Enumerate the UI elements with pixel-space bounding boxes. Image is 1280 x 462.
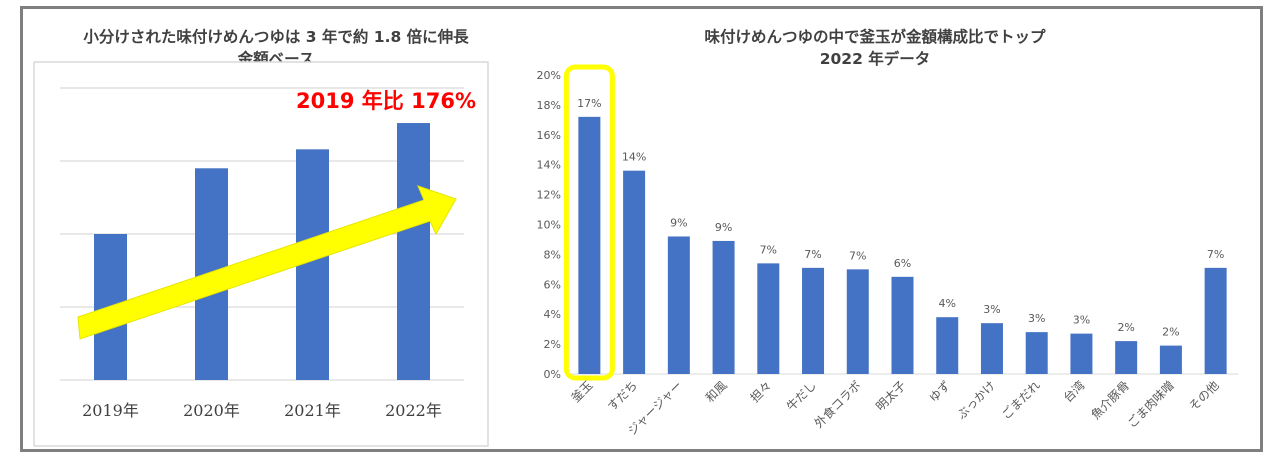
right-y-tick-label: 18% — [537, 99, 561, 112]
right-x-label: 明太子 — [873, 378, 909, 414]
right-x-label: 魚介豚骨 — [1088, 378, 1132, 422]
growth-annotation: 2019 年比 176% — [296, 89, 476, 113]
right-bar — [980, 323, 1003, 374]
right-bar — [1204, 267, 1227, 374]
right-x-label: 釜玉 — [568, 378, 596, 406]
right-bar — [1115, 341, 1138, 374]
left-x-label: 2020年 — [183, 401, 240, 420]
right-y-tick-label: 6% — [544, 278, 561, 291]
right-x-label: ごまだれ — [998, 378, 1043, 423]
right-chart-title: 味付けめんつゆの中で釜玉が金額構成比でトップ 2022 年データ — [600, 26, 1150, 70]
left-title-line: 小分けされた味付けめんつゆは 3 年で約 1.8 倍に伸長 — [83, 28, 469, 46]
right-data-label: 7% — [1207, 248, 1224, 261]
trend-arrow-shape — [77, 185, 457, 340]
right-subtitle-line: 2022 年データ — [819, 50, 931, 68]
right-bars — [578, 116, 1227, 375]
right-data-label: 14% — [622, 151, 646, 164]
right-data-label: 9% — [670, 216, 687, 229]
right-data-label: 7% — [849, 249, 866, 262]
right-y-tick-label: 12% — [537, 189, 561, 202]
right-data-label: 2% — [1162, 326, 1179, 339]
right-y-tick-label: 16% — [537, 129, 561, 142]
right-data-label: 6% — [894, 257, 911, 270]
right-x-label: 和風 — [703, 378, 730, 405]
right-y-tick-labels: 0% 2% 4% 6% 8% 10% 12% 14% 16% 18% 20% — [537, 69, 561, 381]
right-x-label: 牛だし — [783, 378, 819, 414]
right-y-tick-label: 10% — [537, 219, 561, 232]
right-data-label: 3% — [1028, 312, 1045, 325]
right-y-tick-label: 0% — [544, 368, 561, 381]
right-x-label: ゆず — [926, 378, 953, 405]
left-x-labels: 2019年 2020年 2021年 2022年 — [82, 401, 442, 420]
right-x-label: ごま肉味噌 — [1124, 378, 1177, 431]
right-x-label: すだち — [605, 378, 640, 413]
right-x-label: その他 — [1186, 378, 1221, 413]
right-data-label: 17% — [577, 97, 601, 110]
right-data-label: 9% — [715, 221, 732, 234]
right-y-tick-label: 20% — [537, 69, 561, 82]
right-title-line: 味付けめんつゆの中で釜玉が金額構成比でトップ — [704, 28, 1046, 46]
right-bar — [623, 170, 646, 374]
right-x-label: ぶっかけ — [954, 378, 998, 422]
left-x-label: 2022年 — [385, 401, 442, 420]
growth-chart: 2019 年比 176% 2019年 2020年 2021年 2022年 — [33, 61, 489, 447]
right-bar — [936, 317, 959, 374]
right-bar — [846, 269, 869, 374]
right-y-tick-label: 14% — [537, 159, 561, 172]
right-y-tick-label: 2% — [544, 338, 561, 351]
left-x-label: 2019年 — [82, 401, 139, 420]
share-chart: 0% 2% 4% 6% 8% 10% 12% 14% 16% 18% 20% 17% 14% 9% 9% 7… — [537, 64, 1238, 439]
right-x-label: 外食コラボ — [811, 378, 864, 431]
left-bar — [397, 123, 430, 380]
right-bar — [712, 240, 735, 374]
right-bar — [1070, 333, 1093, 374]
right-x-label: 台湾 — [1060, 378, 1088, 406]
right-data-label: 7% — [760, 243, 777, 256]
right-bar — [757, 263, 780, 374]
right-data-label: 4% — [939, 297, 956, 310]
right-bar — [1159, 345, 1182, 374]
left-x-label: 2021年 — [284, 401, 341, 420]
right-y-tick-label: 4% — [544, 308, 561, 321]
right-bar — [667, 236, 690, 374]
top-category-highlight — [563, 64, 615, 381]
right-data-label: 3% — [1073, 314, 1090, 327]
right-bar — [578, 116, 601, 375]
right-bar — [1025, 332, 1048, 374]
right-data-label: 7% — [804, 248, 821, 261]
right-data-label: 3% — [983, 303, 1000, 316]
right-bar — [802, 267, 825, 374]
right-data-labels: 17% 14% 9% 9% 7% 7% 7% 6% 4% 3% 3% 3% 2% 2% 7% — [577, 97, 1224, 339]
right-x-label: 担々 — [748, 378, 775, 405]
right-y-tick-label: 8% — [544, 248, 561, 261]
right-data-label: 2% — [1117, 321, 1134, 334]
right-bar — [891, 276, 914, 374]
